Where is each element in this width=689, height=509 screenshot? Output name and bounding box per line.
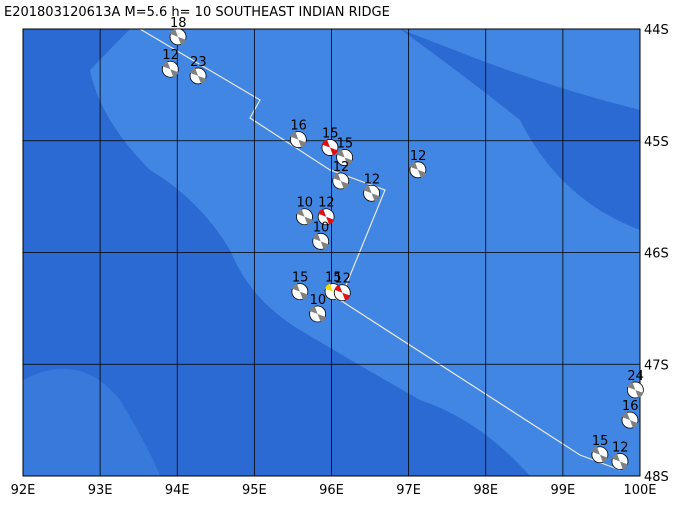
compression-quadrant	[312, 233, 329, 250]
compression-quadrant	[318, 208, 335, 225]
depth-label: 15	[292, 271, 309, 286]
depth-label: 24	[627, 369, 644, 384]
x-tick-label: 97E	[396, 483, 421, 498]
compression-quadrant	[291, 283, 308, 300]
focal-mechanism: 18	[169, 16, 187, 46]
compression-quadrant	[290, 131, 307, 148]
compression-quadrant	[409, 161, 426, 178]
depth-label: 16	[622, 399, 639, 414]
focal-mechanism: 15	[291, 271, 309, 301]
focal-mechanism: 12	[611, 440, 629, 470]
focal-mechanism: 24	[626, 369, 644, 399]
compression-quadrant	[170, 28, 187, 45]
x-tick-label: 100E	[623, 483, 656, 498]
depth-label: 10	[313, 220, 330, 235]
compression-quadrant	[296, 208, 313, 225]
compression-quadrant	[309, 305, 326, 322]
compression-quadrant	[627, 381, 644, 398]
x-tick-label: 99E	[550, 483, 575, 498]
compression-quadrant	[190, 67, 207, 84]
compression-quadrant	[363, 185, 380, 202]
depth-label: 12	[318, 196, 335, 211]
x-tick-label: 96E	[319, 483, 344, 498]
compression-quadrant	[332, 172, 349, 189]
compression-quadrant	[611, 453, 628, 470]
y-tick-label: 44S	[644, 23, 669, 38]
compression-quadrant	[162, 61, 179, 78]
focal-mechanism: 12	[317, 196, 335, 226]
focal-mechanism: 12	[363, 172, 381, 202]
focal-mechanism: 16	[289, 119, 307, 149]
y-tick-label: 46S	[644, 247, 669, 262]
compression-quadrant	[591, 446, 608, 463]
x-tick-label: 92E	[11, 483, 36, 498]
depth-label: 12	[612, 440, 629, 455]
depth-label: 15	[322, 126, 339, 141]
depth-label: 15	[337, 137, 354, 152]
focal-mechanism: 12	[333, 272, 351, 302]
compression-quadrant	[321, 139, 338, 156]
depth-label: 12	[162, 48, 179, 63]
focal-mechanism: 12	[332, 160, 350, 190]
focal-mechanism: 10	[296, 196, 314, 226]
depth-label: 18	[170, 16, 187, 31]
x-tick-label: 98E	[473, 483, 498, 498]
plate-boundary	[139, 28, 621, 471]
depth-label: 10	[297, 196, 314, 211]
depth-label: 12	[334, 272, 351, 287]
focal-mechanism: 15	[321, 126, 339, 156]
compression-quadrant	[621, 412, 638, 429]
focal-mechanism: 10	[309, 293, 327, 323]
depth-label: 15	[592, 434, 609, 449]
depth-label: 15	[325, 271, 342, 286]
focal-mechanism: 23	[189, 55, 207, 85]
y-tick-label: 45S	[644, 135, 669, 150]
focal-mechanism: 12	[161, 48, 179, 78]
depth-label: 16	[290, 119, 307, 134]
focal-mechanism: 15	[591, 434, 609, 464]
focal-mechanism: 12	[409, 149, 427, 179]
depth-label: 12	[364, 172, 381, 187]
y-tick-label: 47S	[644, 358, 669, 373]
focal-mechanism: 10	[312, 220, 330, 250]
depth-label: 23	[190, 55, 207, 70]
depth-label: 10	[310, 293, 327, 308]
compression-quadrant	[336, 149, 353, 166]
depth-label: 12	[410, 149, 427, 164]
focal-mechanism: 15	[336, 137, 354, 166]
map-title: E201803120613A M=5.6 h= 10 SOUTHEAST IND…	[4, 5, 390, 20]
y-tick-label: 48S	[644, 470, 669, 485]
x-tick-label: 94E	[165, 483, 190, 498]
x-tick-label: 95E	[242, 483, 267, 498]
compression-quadrant	[334, 284, 351, 301]
x-tick-label: 93E	[88, 483, 113, 498]
focal-mechanism: 16	[621, 399, 639, 429]
depth-label: 12	[333, 160, 350, 175]
